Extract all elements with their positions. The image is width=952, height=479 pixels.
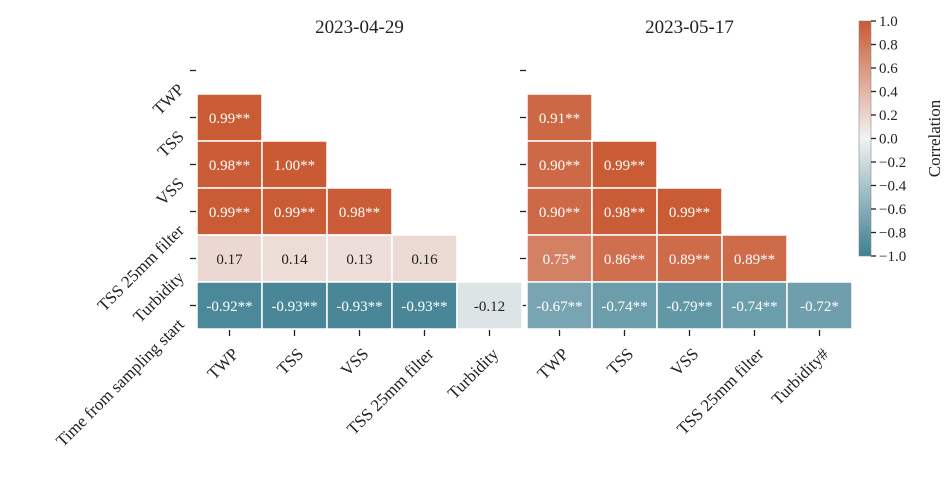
cell-value-label: -0.92** bbox=[206, 299, 252, 315]
cell-value-label: 0.91** bbox=[539, 111, 580, 127]
cell-value-label: -0.93** bbox=[271, 299, 317, 315]
heatmap-cell bbox=[591, 234, 658, 283]
cell-value-label: -0.93** bbox=[336, 299, 382, 315]
x-tick-label: Turbidity# bbox=[768, 344, 833, 409]
colorbar-gradient bbox=[858, 20, 872, 257]
cell-value-label: -0.79** bbox=[666, 299, 712, 315]
cell-value-label: -0.74** bbox=[601, 299, 647, 315]
heatmap-cell bbox=[326, 187, 393, 236]
cell-value-label: -0.72* bbox=[800, 299, 839, 315]
cell-value-label: 0.99** bbox=[209, 111, 250, 127]
cell-value-label: 0.13 bbox=[346, 252, 372, 268]
cell-value-label: 0.90** bbox=[539, 158, 580, 174]
heatmap-cell bbox=[196, 187, 263, 236]
heatmap-cell bbox=[196, 140, 263, 189]
y-tick-label: VSS bbox=[152, 174, 187, 209]
colorbar-tick-label: 1.0 bbox=[879, 14, 898, 30]
x-tick-label: TSS bbox=[603, 344, 637, 378]
colorbar-tick-label: 0.4 bbox=[879, 85, 898, 101]
colorbar-label: Correlation bbox=[925, 99, 944, 177]
y-tick-label: TSS bbox=[154, 127, 188, 161]
heatmap-cell bbox=[326, 281, 393, 330]
y-tick-label: TWP bbox=[149, 80, 188, 119]
heatmap-cell bbox=[456, 281, 523, 330]
cell-value-label: 1.00** bbox=[274, 158, 315, 174]
cell-value-label: 0.99** bbox=[274, 205, 315, 221]
cell-value-label: 0.75* bbox=[543, 252, 577, 268]
cell-value-label: -0.74** bbox=[731, 299, 777, 315]
heatmap-cell bbox=[196, 93, 263, 142]
colorbar-tick-label: 0.8 bbox=[879, 38, 898, 54]
heatmap-cell bbox=[656, 281, 723, 330]
cell-value-label: 0.86** bbox=[604, 252, 645, 268]
x-tick-label: VSS bbox=[337, 344, 372, 379]
heatmap-cell bbox=[261, 140, 328, 189]
cell-value-label: 0.17 bbox=[216, 252, 243, 268]
cell-value-label: 0.90** bbox=[539, 205, 580, 221]
heatmap-cell bbox=[721, 234, 788, 283]
x-tick-label: TWP bbox=[204, 344, 243, 383]
heatmap-cell bbox=[656, 187, 723, 236]
cell-value-label: 0.99** bbox=[604, 158, 645, 174]
heatmap-cell bbox=[391, 234, 458, 283]
cell-value-label: 0.89** bbox=[734, 252, 775, 268]
heatmap-cell bbox=[786, 281, 853, 330]
cell-value-label: 0.89** bbox=[669, 252, 710, 268]
cell-value-label: 0.98** bbox=[209, 158, 250, 174]
cell-value-label: 0.98** bbox=[604, 205, 645, 221]
y-tick-label: Time from sampling start bbox=[52, 315, 188, 451]
cell-value-label: -0.12 bbox=[474, 299, 505, 315]
cell-value-label: -0.67** bbox=[536, 299, 582, 315]
panel-title: 2023-04-29 bbox=[315, 17, 404, 38]
colorbar-tick-label: −0.6 bbox=[879, 202, 907, 218]
heatmap-cell bbox=[526, 93, 593, 142]
cell-value-label: 0.16 bbox=[411, 252, 438, 268]
colorbar-tick-label: −0.8 bbox=[879, 226, 906, 242]
colorbar-tick-label: −0.4 bbox=[879, 179, 907, 195]
heatmap-cell bbox=[721, 281, 788, 330]
cell-value-label: -0.93** bbox=[401, 299, 447, 315]
colorbar-tick-label: 0.0 bbox=[879, 132, 898, 148]
x-tick-label: TWP bbox=[534, 344, 573, 383]
cell-value-label: 0.99** bbox=[209, 205, 250, 221]
cell-value-label: 0.99** bbox=[669, 205, 710, 221]
colorbar-tick-label: −0.2 bbox=[879, 155, 906, 171]
heatmap-cell bbox=[261, 281, 328, 330]
cell-value-label: 0.14 bbox=[281, 252, 308, 268]
colorbar-tick-label: 0.2 bbox=[879, 108, 898, 124]
x-tick-label: VSS bbox=[667, 344, 702, 379]
colorbar-tick-label: 0.6 bbox=[879, 61, 898, 77]
heatmap-cell bbox=[261, 234, 328, 283]
heatmap-cell bbox=[526, 234, 593, 283]
x-tick-label: Turbidity bbox=[444, 344, 503, 403]
panel-title: 2023-05-17 bbox=[645, 17, 734, 38]
colorbar-tick-label: −1.0 bbox=[879, 249, 906, 265]
x-tick-label: TSS bbox=[273, 344, 307, 378]
heatmap-cell bbox=[526, 140, 593, 189]
heatmap-cell bbox=[591, 140, 658, 189]
cell-value-label: 0.98** bbox=[339, 205, 380, 221]
